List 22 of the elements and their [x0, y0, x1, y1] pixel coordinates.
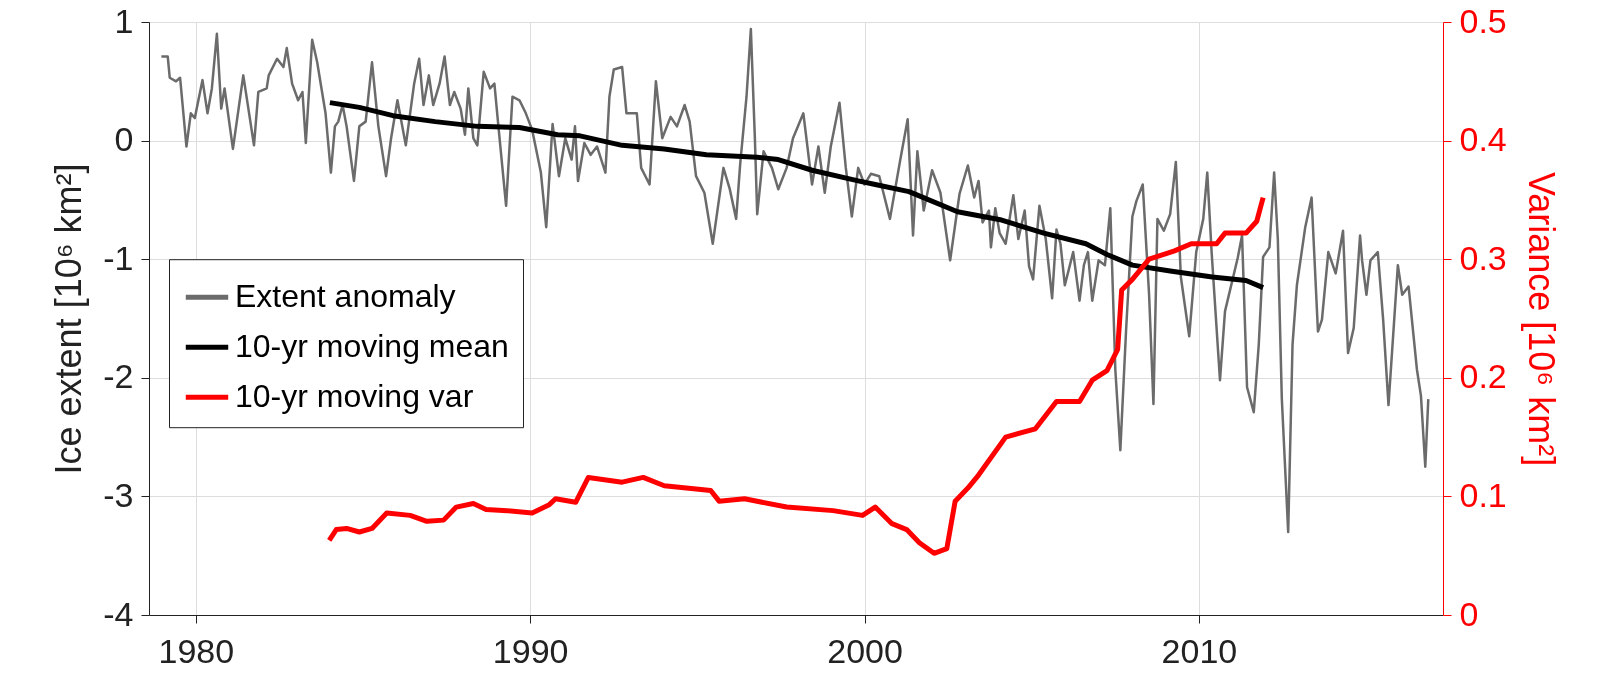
y2-tick-label: 0.4 — [1459, 120, 1507, 159]
y-tick-label: -2 — [103, 357, 134, 396]
y-tick-label: 0 — [114, 120, 134, 159]
legend-label: 10-yr moving var — [235, 378, 474, 415]
x-tick-label: 2010 — [1161, 631, 1238, 670]
y-tick-label: -4 — [103, 594, 134, 633]
y2-tick-label: 0 — [1459, 594, 1479, 633]
y-tick-label: 1 — [114, 1, 134, 40]
line-series — [160, 27, 1430, 534]
legend-label: Extent anomaly — [235, 278, 456, 315]
y2-tick-label: 0.1 — [1459, 475, 1507, 514]
x-tick-label: 1990 — [492, 631, 569, 670]
x-tick-label: 2000 — [827, 631, 903, 670]
y2-tick-label: 0.2 — [1459, 357, 1507, 396]
y-tick-label: -3 — [103, 475, 134, 514]
y-axis-title: Ice extent [10⁶ km²] — [48, 163, 90, 475]
legend-label: 10-yr moving mean — [235, 328, 509, 365]
y2-tick-label: 0.3 — [1459, 238, 1507, 277]
x-tick-label: 1980 — [158, 631, 235, 670]
y-tick-label: -1 — [103, 238, 134, 277]
y2-axis-title: Variance [10⁶ km²] — [1520, 171, 1562, 467]
y2-tick-label: 0.5 — [1459, 1, 1507, 40]
